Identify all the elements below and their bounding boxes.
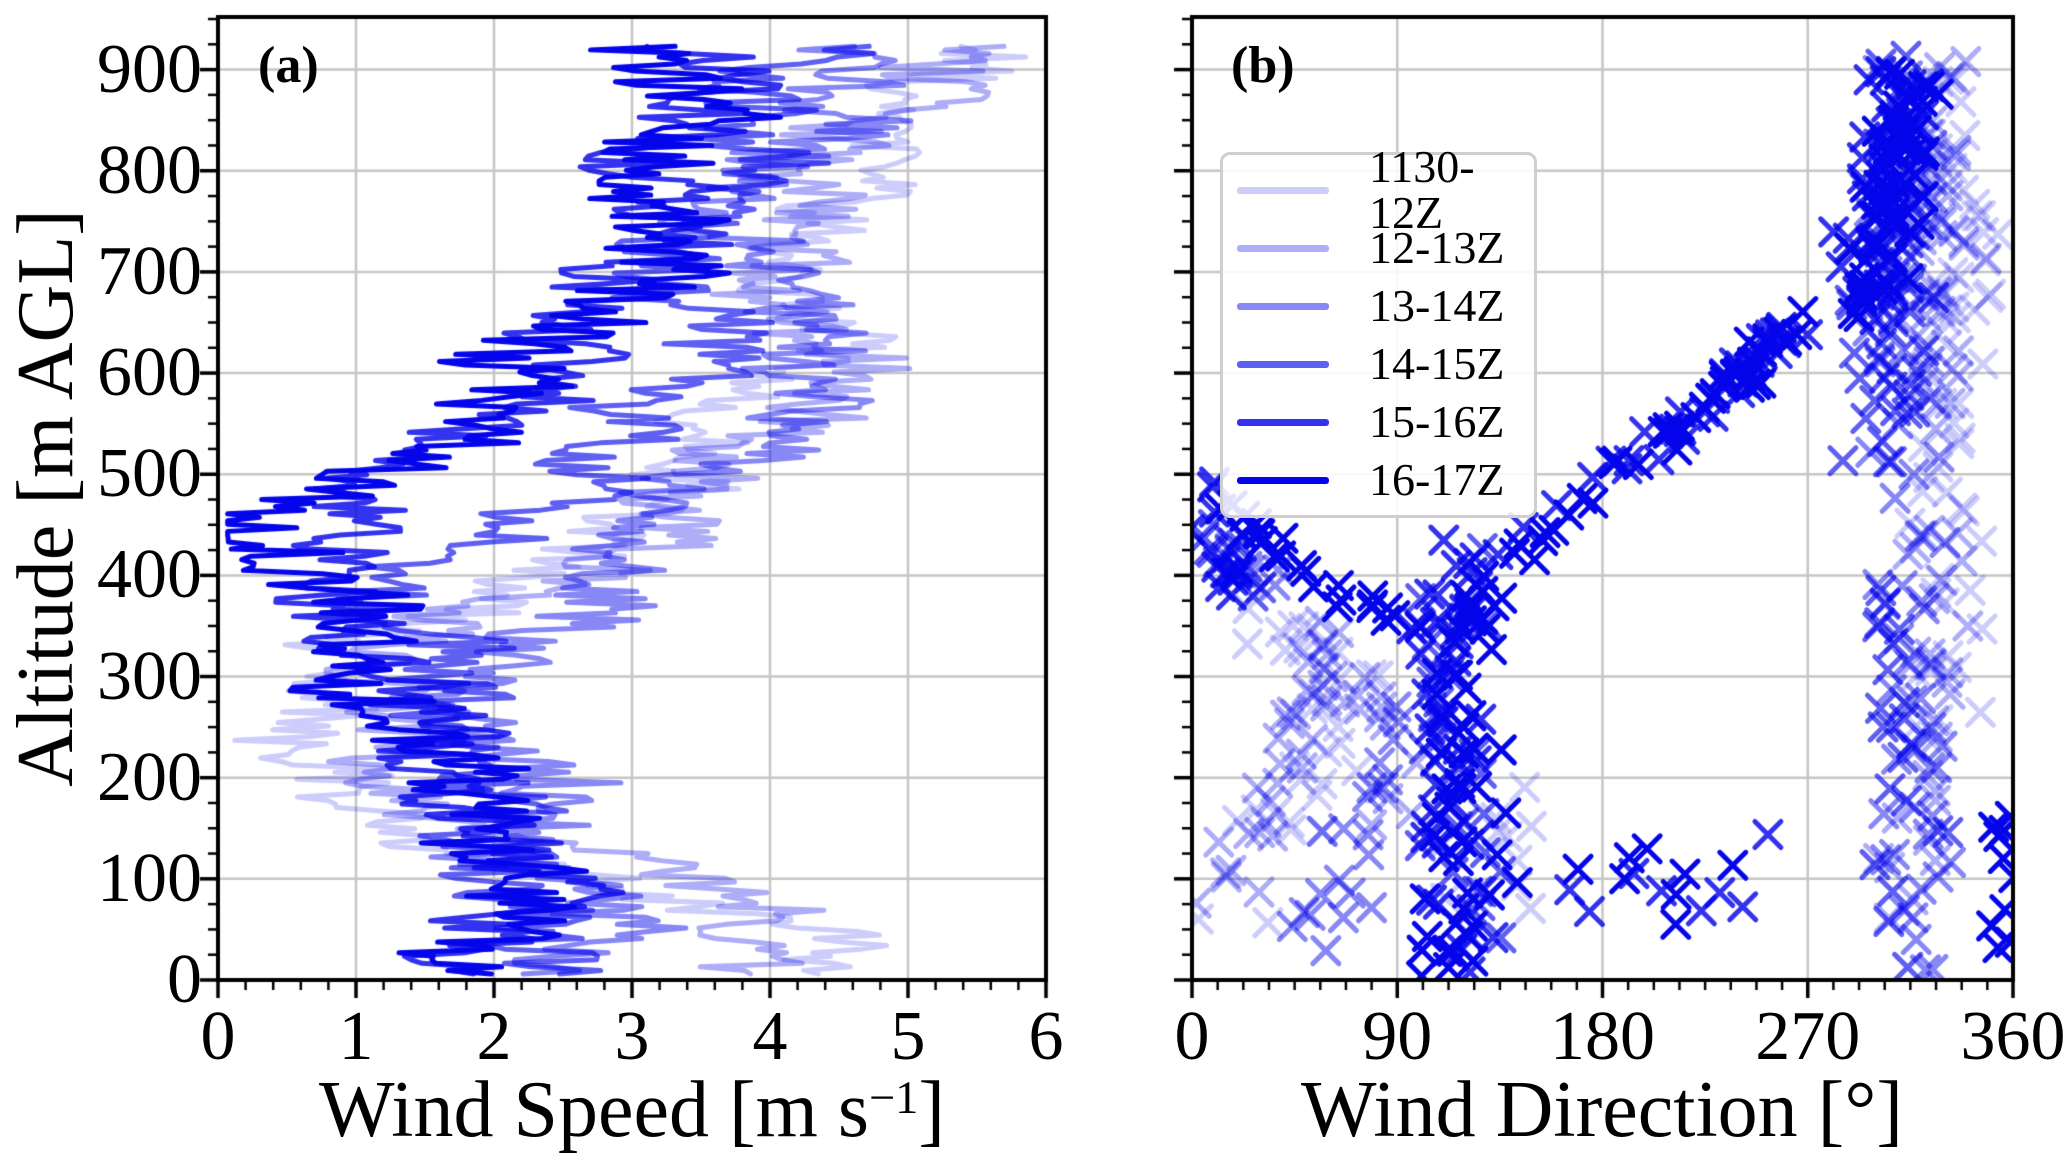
legend-line-swatch — [1237, 186, 1329, 194]
y-tick-label: 0 — [167, 941, 202, 1018]
x-tick-label-wind-speed: 0 — [200, 998, 236, 1075]
y-tick-label: 600 — [97, 334, 202, 412]
legend-line-swatch — [1237, 360, 1329, 368]
x-tick-label-wind-speed: 6 — [1028, 998, 1064, 1075]
x-tick-label-wind-direction: 360 — [1960, 998, 2066, 1075]
y-tick-label: 200 — [97, 738, 202, 816]
x-axis-label-wind-speed-close: ] — [918, 1066, 946, 1154]
x-tick-label-wind-direction: 270 — [1755, 998, 1861, 1075]
legend-item-label: 14-15Z — [1369, 338, 1505, 389]
x-tick-label-wind-speed: 3 — [614, 998, 650, 1075]
y-tick-label: 800 — [97, 131, 202, 209]
legend-item-label: 16-17Z — [1369, 454, 1505, 505]
legend-item: 15-16Z — [1223, 394, 1534, 450]
x-tick-label-wind-direction: 90 — [1362, 998, 1433, 1075]
legend-item: 16-17Z — [1223, 452, 1534, 508]
y-tick-label: 900 — [97, 30, 202, 108]
legend-item: 1130-12Z — [1223, 144, 1534, 236]
x-axis-label-superscript: −1 — [869, 1072, 919, 1124]
legend-item-label: 1130-12Z — [1369, 141, 1475, 238]
legend-line-swatch — [1237, 302, 1329, 310]
x-tick-label-wind-speed: 5 — [890, 998, 926, 1075]
legend-item: 12-13Z — [1223, 220, 1534, 276]
x-tick-label-wind-speed: 2 — [476, 998, 512, 1075]
x-tick-label-wind-direction: 0 — [1174, 998, 1210, 1075]
x-tick-label-wind-speed: 1 — [338, 998, 374, 1075]
panel-b-letter: (b) — [1231, 37, 1295, 94]
legend-item: 14-15Z — [1223, 336, 1534, 392]
x-axis-label-wind-speed-main: Wind Speed [m s — [318, 1066, 870, 1154]
legend-item-label: 12-13Z — [1369, 222, 1505, 273]
legend-box: 1130-12Z 12-13Z 13-14Z 14-15Z 15-16Z 16-17Z — [1220, 144, 1537, 518]
x-axis-label-wind-speed: Wind Speed [m s−1] — [319, 1070, 945, 1150]
x-axis-label-wind-direction: Wind Direction [°] — [1301, 1066, 1903, 1154]
legend-line-swatch — [1237, 476, 1329, 484]
legend-item-label: 15-16Z — [1369, 396, 1505, 447]
legend-line-swatch — [1237, 244, 1329, 252]
y-axis-label: Altitude [m AGL] — [2, 209, 90, 787]
y-tick-label: 100 — [97, 839, 202, 917]
y-tick-label: 500 — [97, 435, 202, 513]
x-tick-label-wind-direction: 180 — [1550, 998, 1655, 1075]
legend-line-swatch — [1237, 418, 1329, 426]
y-tick-label: 300 — [97, 637, 202, 715]
y-tick-label: 700 — [97, 232, 202, 310]
x-tick-label-wind-speed: 4 — [752, 998, 788, 1075]
panel-a-letter: (a) — [258, 37, 319, 94]
legend-item-label: 13-14Z — [1369, 280, 1505, 331]
legend-item: 13-14Z — [1223, 278, 1534, 334]
y-tick-label: 400 — [97, 536, 202, 614]
